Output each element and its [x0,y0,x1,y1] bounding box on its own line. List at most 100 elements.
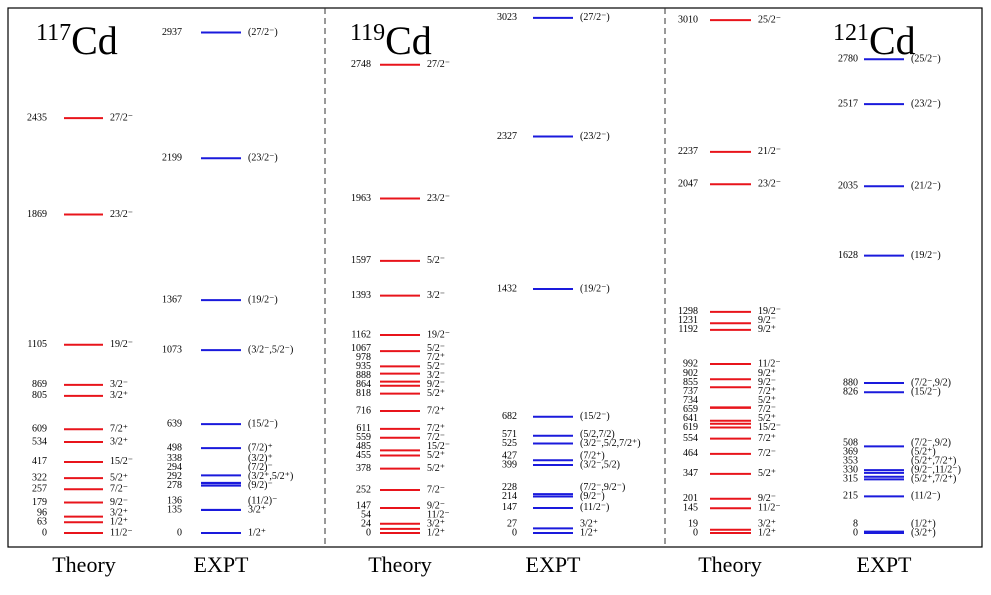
level-spin: 19/2⁻ [110,339,133,350]
level-energy: 826 [843,387,858,398]
level-energy: 2517 [838,98,858,109]
level-energy: 554 [683,433,698,444]
level-spin: 3/2⁻ [110,379,128,390]
level-spin: (9/2⁻) [580,491,605,502]
level-spin: 7/2⁻ [758,448,776,459]
level-energy: 145 [683,503,698,514]
level-energy: 353 [843,456,858,467]
level-energy: 338 [167,453,182,464]
level-energy: 96 [37,508,47,519]
level-energy: 1298 [678,306,698,317]
level-energy: 818 [356,388,371,399]
level-spin: 15/2⁻ [758,422,781,433]
level-energy: 641 [683,413,698,424]
level-spin: 19/2⁻ [427,329,450,340]
level-spin: (5/2,7/2) [580,429,615,440]
level-energy: 347 [683,468,698,479]
level-energy: 902 [683,368,698,379]
level-spin: (3/2)⁺ [248,453,273,464]
column-label: Theory [368,552,432,577]
level-spin: (7/2⁻,9/2) [911,438,951,449]
column-label: Theory [52,552,116,577]
level-spin: (11/2⁻) [911,491,940,502]
level-spin: 5/2⁺ [427,450,445,461]
level-spin: 7/2⁺ [427,405,445,416]
mass-number: 117 [36,20,71,46]
column-label: Theory [698,552,762,577]
level-energy: 1162 [351,329,371,340]
level-energy: 534 [32,436,47,447]
nucleus-title: 117Cd [36,18,118,63]
level-spin: 9/2⁻ [758,377,776,388]
level-energy: 135 [167,504,182,515]
level-energy: 880 [843,377,858,388]
level-energy: 292 [167,471,182,482]
frame [7,7,983,548]
level-energy: 571 [502,429,517,440]
level-spin: 11/2⁻ [427,509,450,520]
level-energy: 855 [683,377,698,388]
level-energy: 978 [356,352,371,363]
level-spin: 11/2⁻ [110,527,133,538]
level-energy: 417 [32,456,47,467]
level-energy: 2937 [162,27,182,38]
level-spin: 9/2⁻ [758,493,776,504]
level-energy: 869 [32,379,47,390]
level-spin: (5/2⁺,7/2⁺) [911,456,956,467]
level-energy: 315 [843,474,858,485]
level-spin: 7/2⁺ [758,386,776,397]
level-spin: 15/2⁻ [427,441,450,452]
level-spin: 3/2⁺ [580,518,598,529]
level-spin: 19/2⁻ [758,306,781,317]
level-spin: 27/2⁻ [110,112,133,123]
level-energy: 716 [356,405,371,416]
level-spin: (15/2⁻) [248,418,278,429]
level-spin: 3/2⁺ [248,504,266,515]
level-spin: 7/2⁺ [427,352,445,363]
level-energy: 2199 [162,153,182,164]
column-label: EXPT [526,552,582,577]
level-energy: 639 [167,418,182,429]
level-spin: 7/2⁻ [427,484,445,495]
level-spin: (1/2⁺) [911,518,936,529]
level-energy: 369 [843,447,858,458]
level-energy: 2748 [351,59,371,70]
level-energy: 508 [843,438,858,449]
level-spin: 9/2⁻ [427,379,445,390]
level-energy: 611 [356,423,371,434]
level-energy: 24 [361,518,371,529]
level-spin: (5/2⁺,7/2⁺) [911,474,956,485]
level-spin: (27/2⁻) [580,12,610,23]
column-label: EXPT [857,552,913,577]
level-energy: 682 [502,411,517,422]
level-spin: 9/2⁻ [758,315,776,326]
level-energy: 0 [853,527,858,538]
level-spin: (7/2)⁻ [248,462,273,473]
level-spin: (11/2)⁻ [248,495,277,506]
level-spin: 11/2⁻ [758,503,781,514]
level-energy: 1192 [678,324,698,335]
level-energy: 1073 [162,344,182,355]
level-spin: 7/2⁻ [110,484,128,495]
level-spin: 5/2⁺ [110,472,128,483]
level-spin: (15/2⁻) [580,411,610,422]
level-spin: (3/2⁺,5/2⁺) [248,471,293,482]
level-spin: 7/2⁻ [758,404,776,415]
level-energy: 1367 [162,294,182,305]
level-spin: 5/2⁺ [427,388,445,399]
level-energy: 1597 [351,255,371,266]
level-energy: 330 [843,465,858,476]
level-energy: 485 [356,441,371,452]
level-energy: 147 [502,502,517,513]
level-energy: 19 [688,518,698,529]
level-spin: 5/2⁺ [427,463,445,474]
level-spin: 7/2⁻ [427,432,445,443]
level-energy: 378 [356,463,371,474]
level-spin: 23/2⁻ [110,209,133,220]
level-spin: 23/2⁻ [427,193,450,204]
level-energy: 659 [683,404,698,415]
level-energy: 3010 [678,14,698,25]
level-spin: 3/2⁺ [110,390,128,401]
level-energy: 2237 [678,146,698,157]
level-spin: 25/2⁻ [758,14,781,25]
